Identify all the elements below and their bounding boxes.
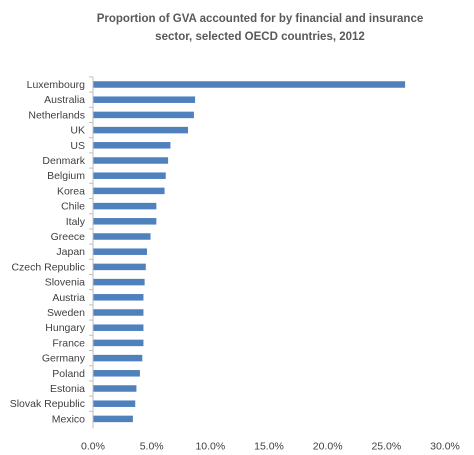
bar (93, 81, 406, 88)
category-label: Greece (51, 231, 86, 243)
bar (93, 385, 137, 392)
category-label: Denmark (42, 155, 85, 167)
category-label: US (70, 140, 85, 152)
bar (93, 354, 143, 362)
x-tick-label: 15.0% (254, 441, 284, 453)
bar (93, 324, 144, 331)
category-label: Slovenia (45, 277, 85, 289)
category-label: Chile (61, 201, 85, 213)
bar (93, 96, 196, 103)
category-label: Austria (52, 292, 85, 304)
bar (93, 187, 165, 195)
category-label: Estonia (50, 383, 85, 395)
category-label: Sweden (47, 307, 85, 319)
category-label: Korea (57, 185, 85, 197)
bar (93, 370, 140, 377)
x-tick-label: 25.0% (371, 441, 401, 453)
x-tick-label: 0.0% (81, 441, 105, 453)
bar (93, 172, 166, 179)
x-tick-label: 10.0% (195, 441, 225, 453)
category-label: Mexico (52, 413, 85, 425)
bar (93, 218, 157, 225)
category-label: Japan (56, 246, 85, 258)
category-label: Luxembourg (27, 79, 86, 91)
category-label: Germany (42, 353, 86, 365)
category-label: Poland (52, 368, 85, 380)
x-tick-label: 5.0% (140, 441, 164, 453)
bar (93, 202, 157, 210)
category-label: Slovak Republic (10, 398, 85, 410)
bar (93, 339, 144, 347)
bar (93, 400, 136, 407)
bar (93, 294, 144, 301)
bar (93, 111, 194, 119)
bar (93, 157, 169, 164)
bar (93, 263, 146, 271)
category-label: Czech Republic (11, 261, 85, 273)
category-label: Italy (66, 216, 86, 228)
chart-title-line-2: sector, selected OECD countries, 2012 (155, 31, 365, 43)
x-tick-label: 20.0% (313, 441, 343, 453)
bar (93, 126, 189, 134)
chart-title-line-1: Proportion of GVA accounted for by finan… (96, 13, 424, 25)
category-label: Australia (44, 94, 85, 106)
bar (93, 142, 171, 149)
category-label: UK (70, 125, 85, 137)
category-label: Netherlands (28, 109, 85, 121)
bar (93, 309, 144, 316)
bar (93, 278, 145, 286)
x-tick-label: 30.0% (430, 441, 460, 453)
bar (93, 415, 133, 423)
chart-title: Proportion of GVA accounted for by finan… (60, 10, 460, 46)
bar (93, 233, 151, 240)
category-label: Hungary (45, 322, 85, 334)
category-label: Belgium (47, 170, 85, 182)
bar (93, 248, 147, 255)
category-label: France (52, 337, 85, 349)
